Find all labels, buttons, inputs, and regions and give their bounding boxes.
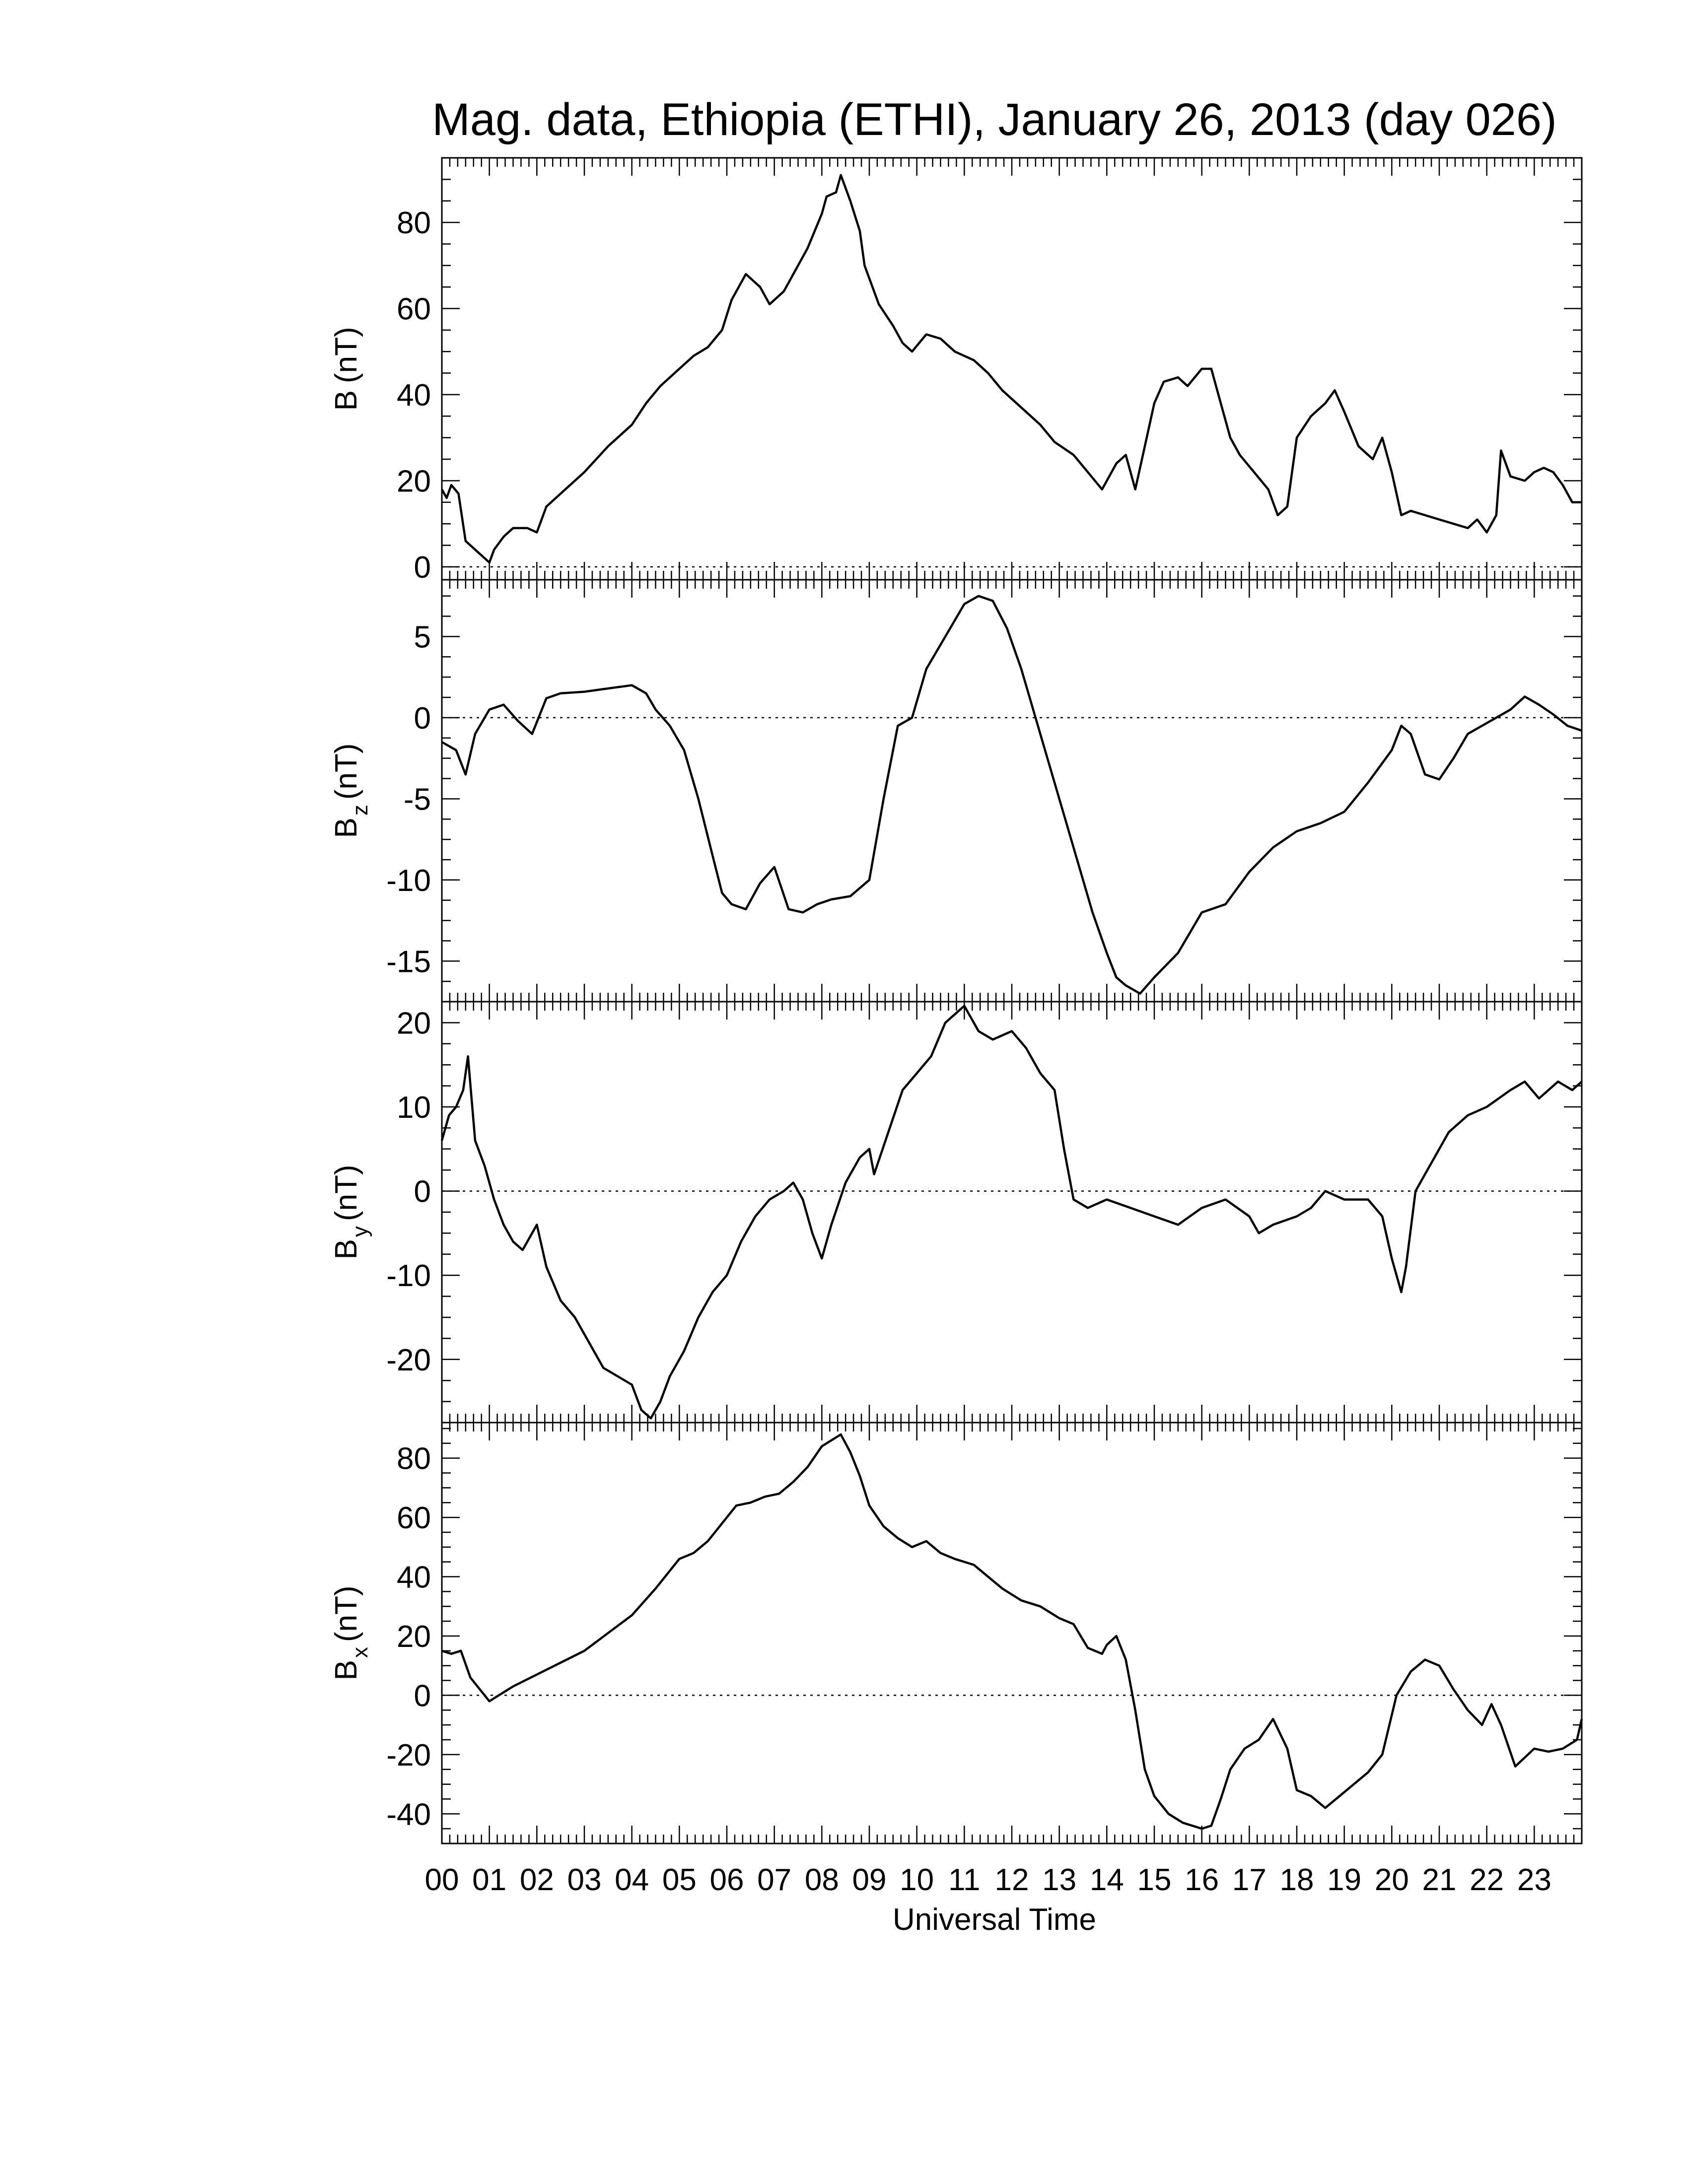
chart-title: Mag. data, Ethiopia (ETHI), January 26, …: [432, 94, 1556, 145]
panel-4: 80 60 40 20 0 -20 -40 Bx (nT): [329, 1422, 1583, 1844]
y-tick-label: 10: [397, 1091, 431, 1125]
y-axis-label-unit: (nT): [329, 743, 363, 800]
x-tick-label: 18: [1280, 1863, 1314, 1897]
y-tick-label: -5: [404, 782, 431, 817]
panel-3: 20 10 0 -10 -20 By (nT): [329, 1001, 1583, 1424]
x-tick-label: 14: [1090, 1863, 1124, 1897]
y-tick-label: 5: [414, 620, 431, 654]
panel-ticks: [441, 1423, 1583, 1844]
y-axis-label-sub: z: [348, 805, 372, 816]
x-tick-label: 16: [1185, 1863, 1219, 1897]
y-tick-label: 20: [397, 1006, 431, 1040]
x-tick-label: 03: [567, 1863, 602, 1897]
y-tick-label: -40: [386, 1797, 431, 1832]
y-axis-label-sub: y: [348, 1226, 372, 1237]
panel-1: 0 20 40 60 80 B (nT): [329, 157, 1583, 585]
x-tick-label: 20: [1375, 1863, 1409, 1897]
x-tick-label: 04: [615, 1863, 649, 1897]
panel-ticks: [441, 580, 1583, 1003]
y-tick-label: -20: [386, 1738, 431, 1773]
y-axis-label-main: B: [329, 390, 363, 410]
y-tick-label: 40: [397, 378, 431, 412]
y-axis-label-unit: (nT): [329, 1585, 363, 1642]
x-tick-label: 08: [805, 1863, 839, 1897]
y-tick-label: 60: [397, 1501, 431, 1535]
y-axis-label-unit: (nT): [329, 327, 363, 383]
x-tick-labels: 00 01 02 03 04 05 06 07 08 09 10 11 12 13 14 15 16 17 18 19…: [425, 1863, 1551, 1897]
chart-panels: 0 20 40 60 80 B (nT) 5 0 -5 -10 -15 Bz (nT) 20 10 0 -10 -2…: [329, 157, 1583, 1844]
x-axis-label: Universal Time: [893, 1903, 1096, 1937]
y-tick-label: 80: [397, 1442, 431, 1476]
y-axis-label: Bz (nT): [329, 743, 372, 838]
panel-2: 5 0 -5 -10 -15 Bz (nT): [329, 579, 1583, 1003]
y-tick-label: 0: [414, 701, 431, 736]
x-tick-label: 01: [472, 1863, 506, 1897]
x-tick-label: 22: [1470, 1863, 1504, 1897]
x-tick-label: 02: [520, 1863, 554, 1897]
y-axis-label: B (nT): [329, 327, 363, 410]
x-tick-label: 05: [662, 1863, 697, 1897]
y-axis-label-main: B: [329, 1239, 363, 1259]
y-tick-label: -20: [386, 1343, 431, 1377]
x-tick-label: 17: [1232, 1863, 1266, 1897]
x-tick-label: 00: [425, 1863, 459, 1897]
x-tick-label: 11: [948, 1863, 980, 1897]
y-tick-label: -10: [386, 1259, 431, 1293]
y-tick-label: 60: [397, 292, 431, 327]
x-tick-label: 07: [757, 1863, 791, 1897]
y-axis-label-main: B: [329, 1660, 363, 1680]
x-tick-label: 13: [1042, 1863, 1076, 1897]
y-tick-label: 0: [414, 550, 431, 585]
x-tick-label: 09: [852, 1863, 887, 1897]
panel-ticks: [441, 1001, 1583, 1424]
y-tick-label: 80: [397, 206, 431, 240]
y-tick-label: 0: [414, 1679, 431, 1713]
x-tick-label: 12: [995, 1863, 1029, 1897]
y-tick-label: -10: [386, 864, 431, 898]
y-tick-label: 20: [397, 1620, 431, 1654]
y-axis-label: By (nT): [329, 1164, 372, 1259]
y-axis-label-main: B: [329, 818, 363, 838]
y-tick-label: 20: [397, 465, 431, 499]
series-line: [440, 1005, 1583, 1420]
y-axis-label-unit: (nT): [329, 1164, 363, 1221]
y-axis-label-sub: x: [348, 1647, 372, 1658]
y-tick-label: 0: [414, 1175, 431, 1209]
x-tick-label: 10: [900, 1863, 934, 1897]
series-line: [441, 1433, 1583, 1830]
series-line: [441, 595, 1582, 995]
x-tick-label: 21: [1422, 1863, 1457, 1897]
series-line: [441, 174, 1582, 564]
panel-ticks: [441, 157, 1583, 580]
x-tick-label: 23: [1517, 1863, 1551, 1897]
x-tick-label: 06: [710, 1863, 744, 1897]
x-tick-label: 19: [1327, 1863, 1361, 1897]
y-axis-label: Bx (nT): [329, 1585, 372, 1680]
y-tick-label: -15: [386, 945, 431, 979]
y-tick-label: 40: [397, 1561, 431, 1595]
x-tick-label: 15: [1137, 1863, 1172, 1897]
